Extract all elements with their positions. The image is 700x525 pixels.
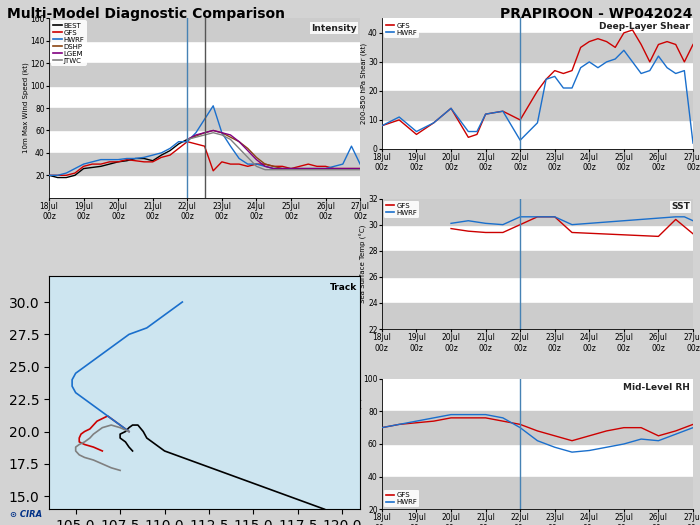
Text: Intensity: Intensity	[312, 24, 357, 33]
Y-axis label: 10m Max Wind Speed (kt): 10m Max Wind Speed (kt)	[22, 62, 29, 153]
Legend: GFS, HWRF: GFS, HWRF	[384, 201, 419, 218]
Bar	[49, 153, 360, 175]
Bar	[382, 303, 693, 329]
Text: SST: SST	[671, 203, 690, 212]
Y-axis label: Sea Surface Temp (°C): Sea Surface Temp (°C)	[359, 225, 367, 303]
Y-axis label: 200-850 hPa Shear (kt): 200-850 hPa Shear (kt)	[360, 43, 367, 124]
Legend: GFS, HWRF: GFS, HWRF	[384, 490, 419, 507]
Text: Track: Track	[330, 283, 357, 292]
Bar	[382, 33, 693, 62]
Bar	[49, 18, 360, 41]
Bar	[382, 477, 693, 509]
Y-axis label: 700-500 hPa Humidity (%): 700-500 hPa Humidity (%)	[356, 398, 362, 490]
Bar	[49, 108, 360, 131]
Text: ⊙ CIRA: ⊙ CIRA	[10, 510, 43, 519]
Bar	[382, 411, 693, 444]
Legend: BEST, GFS, HWRF, DSHP, LGEM, JTWC: BEST, GFS, HWRF, DSHP, LGEM, JTWC	[51, 20, 87, 66]
Bar	[382, 251, 693, 277]
Legend: GFS, HWRF: GFS, HWRF	[384, 20, 419, 38]
Text: PRAPIROON - WP042024: PRAPIROON - WP042024	[500, 7, 693, 21]
Bar	[382, 91, 693, 120]
Bar	[49, 63, 360, 86]
Text: Mid-Level RH: Mid-Level RH	[623, 383, 690, 392]
Text: Multi-Model Diagnostic Comparison: Multi-Model Diagnostic Comparison	[7, 7, 285, 21]
Text: Deep-Layer Shear: Deep-Layer Shear	[599, 22, 690, 32]
Bar	[382, 198, 693, 225]
